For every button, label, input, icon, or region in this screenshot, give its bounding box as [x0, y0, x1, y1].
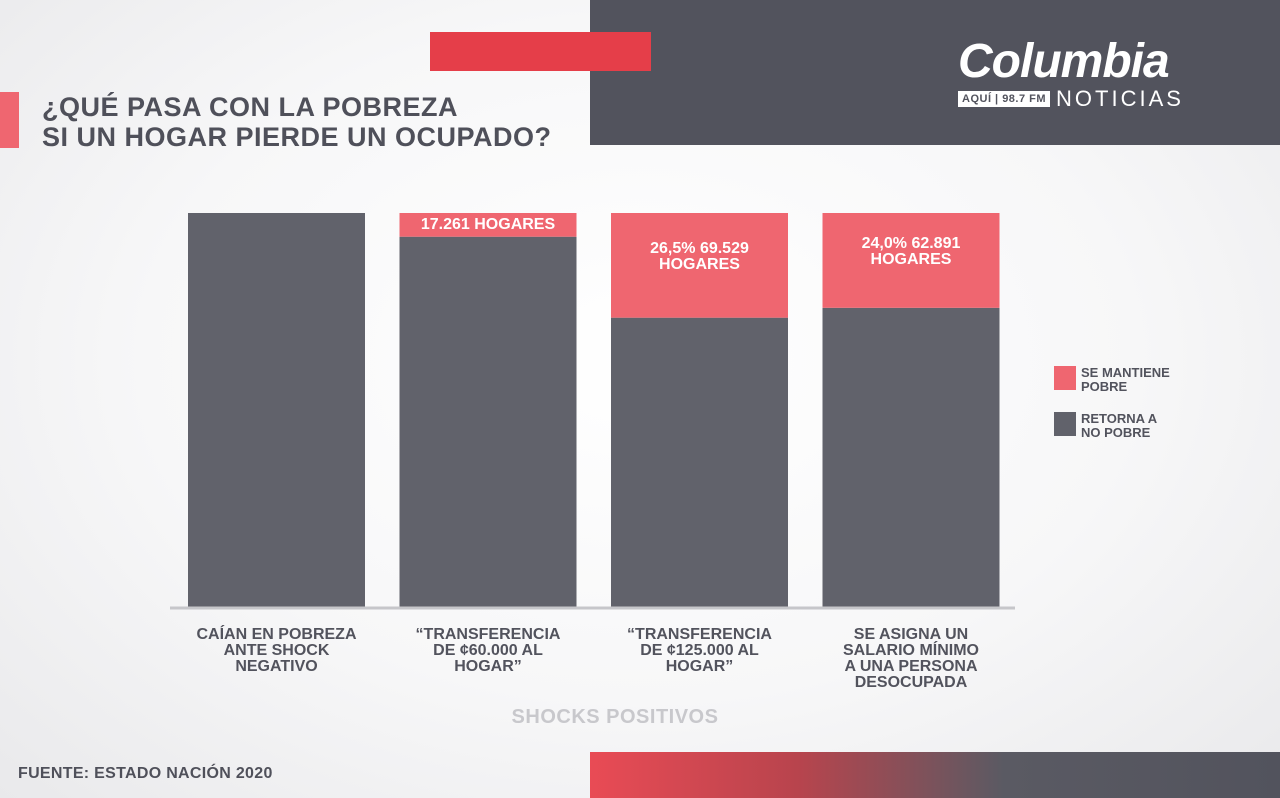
logo-subline: AQUÍ | 98.7 FM NOTICIAS [958, 88, 1218, 110]
legend-label-line: RETORNA A [1081, 411, 1158, 426]
data-label: 17.261 HOGARES [420, 215, 556, 233]
page-title: ¿QUÉ PASA CON LA POBREZA SI UN HOGAR PIE… [42, 92, 552, 152]
bar-retorna-no-pobre [188, 213, 365, 608]
logo-wordmark: Columbia [958, 35, 1170, 88]
title-accent-bar [0, 92, 19, 148]
brand-logo: Columbia AQUÍ | 98.7 FM NOTICIAS [958, 38, 1218, 110]
legend-label: RETORNA A NO POBRE [1081, 412, 1231, 440]
legend-item-retorna-a-no-pobre: RETORNA A NO POBRE [1054, 412, 1231, 440]
bars-group [188, 213, 1000, 608]
legend-swatch-dark [1054, 412, 1076, 436]
legend-label-line: NO POBRE [1081, 425, 1151, 440]
bar-retorna-no-pobre [611, 317, 788, 608]
header-accent-bar [430, 32, 651, 71]
bar-retorna-no-pobre [399, 236, 577, 608]
category-label: CAÍAN EN POBREZA ANTE SHOCK NEGATIVO [196, 626, 357, 675]
legend-label-line: SE MANTIENE [1081, 365, 1170, 380]
header-panel [590, 0, 1280, 145]
bar-retorna-no-pobre [822, 307, 1000, 608]
legend-swatch-pink [1054, 366, 1076, 390]
legend-label-line: POBRE [1081, 379, 1128, 394]
data-label: 26,5% 69.529 HOGARES [650, 240, 749, 274]
title-line-1: ¿QUÉ PASA CON LA POBREZA [42, 92, 459, 122]
x-axis-title: SHOCKS POSITIVOS [511, 706, 719, 728]
bar-se-mantiene-pobre [822, 213, 1000, 308]
legend: SE MANTIENE POBRE RETORNA A NO POBRE [1054, 366, 1231, 458]
legend-label: SE MANTIENE POBRE [1081, 366, 1231, 394]
category-label: “TRANSFERENCIA DE ¢125.000 AL HOGAR” [627, 626, 772, 675]
logo-noticias: NOTICIAS [1056, 86, 1184, 111]
title-line-2: SI UN HOGAR PIERDE UN OCUPADO? [42, 122, 552, 152]
category-label: SE ASIGNA UN SALARIO MÍNIMO A UNA PERSONA D… [843, 626, 979, 691]
bar-se-mantiene-pobre [611, 213, 788, 318]
bar-se-mantiene-pobre [399, 213, 577, 237]
logo-frequency: AQUÍ | 98.7 FM [958, 91, 1051, 107]
category-label: “TRANSFERENCIA DE ¢60.000 AL HOGAR” [415, 626, 561, 675]
legend-item-se-mantiene-pobre: SE MANTIENE POBRE [1054, 366, 1231, 394]
data-label: 24,0% 62.891 HOGARES [861, 235, 961, 269]
footer-accent-bar [590, 752, 1280, 798]
source-note: FUENTE: ESTADO NACIÓN 2020 [18, 765, 273, 782]
